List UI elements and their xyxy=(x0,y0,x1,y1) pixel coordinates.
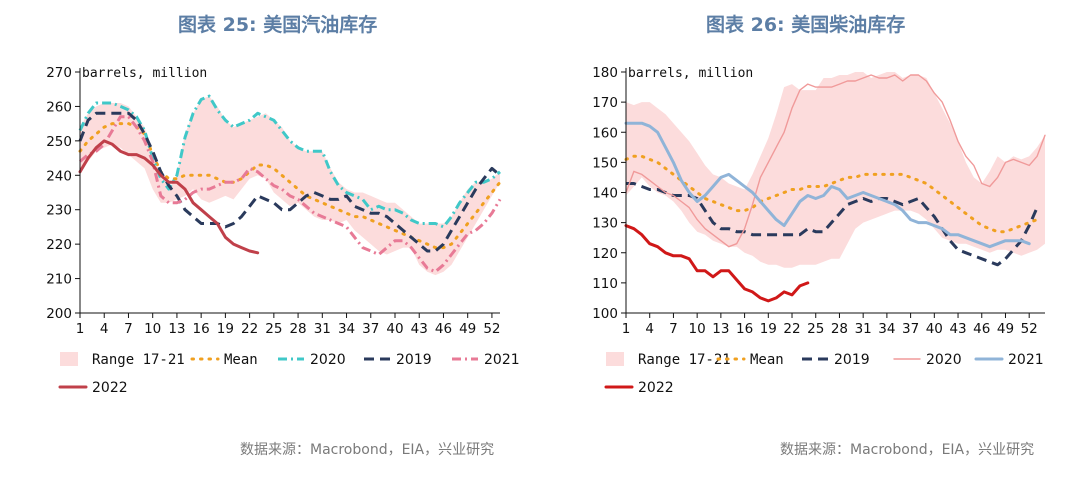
c2-series-2021 xyxy=(624,121,1031,249)
c1-x-tick-label: 40 xyxy=(386,321,403,337)
c2-x-tick-label: 34 xyxy=(878,321,895,337)
c1-x-tick-label: 10 xyxy=(144,321,161,337)
c1-x-tick-label: 37 xyxy=(362,321,379,337)
c2-x-tick-label: 28 xyxy=(831,321,848,337)
c2-legend-item: 2020 xyxy=(893,352,962,368)
c2-legend-item: 2021 xyxy=(974,352,1044,368)
c1-x-tick-label: 25 xyxy=(265,321,282,337)
gasoline-inventory-chart: 200 210 220 230 240 250 260 270 1 4 7 10 13 16 19 22 25 2… xyxy=(46,65,519,396)
c1-series-2022 xyxy=(78,139,260,255)
c1-legend-label: Range 17-21 xyxy=(92,352,185,368)
c2-y-tick-label: 150 xyxy=(592,155,618,171)
c2-x-tick-label: 10 xyxy=(689,321,706,337)
c1-legend-item: 2022 xyxy=(58,380,128,396)
chart-title-left: 图表 25: 美国汽油库存 xyxy=(178,14,378,36)
c1-x-tick-label: 34 xyxy=(338,321,355,337)
c1-series-2021 xyxy=(79,115,502,274)
c1-x-tick-label: 4 xyxy=(100,321,109,337)
source-note-right: 数据来源：Macrobond，EIA，兴业研究 xyxy=(780,442,1035,458)
c2-x-tick-label: 1 xyxy=(622,321,631,337)
c1-legend-swatch-range xyxy=(60,352,78,366)
c1-x-tick-label: 43 xyxy=(411,321,428,337)
c1-y-tick-label: 250 xyxy=(46,134,72,150)
c2-y-tick-label: 130 xyxy=(592,216,618,232)
c2-legend-label: 2019 xyxy=(834,352,870,368)
c2-y-tick-label: 100 xyxy=(592,306,618,322)
c2-legend-item: Mean xyxy=(716,352,784,368)
c2-y-tick-label: 140 xyxy=(592,186,618,202)
c2-legend-label: 2022 xyxy=(638,380,674,396)
c1-legend-label: 2019 xyxy=(396,352,432,368)
c1-x-tick-label: 49 xyxy=(459,321,476,337)
c1-legend-item: 2019 xyxy=(364,352,432,368)
c2-x-tick-label: 31 xyxy=(855,321,872,337)
c1-legend-label: Mean xyxy=(224,352,258,368)
c2-legend-label: 2021 xyxy=(1008,352,1044,368)
c1-y-tick-label: 220 xyxy=(46,237,72,253)
c2-x-tick-label: 49 xyxy=(997,321,1014,337)
c1-y-tick-label: 210 xyxy=(46,272,72,288)
c1-legend-item: 2021 xyxy=(452,352,520,368)
c2-x-tick-label: 4 xyxy=(645,321,654,337)
c2-x-tick-label: 16 xyxy=(736,321,753,337)
c2-legend-item: Range 17-21 xyxy=(606,352,731,368)
c1-y-tick-label: 260 xyxy=(46,99,72,115)
c1-legend-label: 2021 xyxy=(484,352,520,368)
c2-legend-label: 2020 xyxy=(926,352,962,368)
c1-unit-label: barrels, million xyxy=(82,66,207,81)
c1-x-tick-label: 16 xyxy=(193,321,210,337)
c2-x-tick-label: 43 xyxy=(949,321,966,337)
c2-x-tick-label: 7 xyxy=(669,321,678,337)
c2-y-tick-label: 180 xyxy=(592,65,618,81)
c2-legend-item: 2022 xyxy=(604,380,674,396)
c2-x-tick-label: 37 xyxy=(902,321,919,337)
c2-x-tick-label: 52 xyxy=(1021,321,1038,337)
c2-series-2020 xyxy=(625,74,1046,248)
c1-legend-label: 2022 xyxy=(92,380,128,396)
c1-series-2019 xyxy=(78,111,501,253)
c2-x-tick-label: 25 xyxy=(807,321,824,337)
c2-x-tick-label: 19 xyxy=(760,321,777,337)
c1-x-tick-label: 13 xyxy=(168,321,185,337)
c1-y-tick-label: 230 xyxy=(46,203,72,219)
c2-legend-label: Mean xyxy=(750,352,784,368)
c1-legend-label: 2020 xyxy=(310,352,346,368)
c2-x-tick-label: 40 xyxy=(926,321,943,337)
c1-y-tick-label: 240 xyxy=(46,168,72,184)
c2-legend-label: Range 17-21 xyxy=(638,352,731,368)
c2-series-2022 xyxy=(624,224,810,303)
c2-legend-swatch-range xyxy=(606,352,624,366)
c2-x-tick-label: 13 xyxy=(712,321,729,337)
c1-x-tick-label: 28 xyxy=(289,321,306,337)
c1-legend-item: 2020 xyxy=(278,352,346,368)
c1-x-tick-label: 46 xyxy=(435,321,452,337)
c1-series-2020 xyxy=(78,94,501,229)
c2-range-band xyxy=(626,72,1045,268)
c1-x-tick-label: 52 xyxy=(483,321,500,337)
c1-x-tick-label: 19 xyxy=(217,321,234,337)
c1-x-tick-label: 22 xyxy=(241,321,258,337)
c1-y-tick-label: 270 xyxy=(46,65,72,81)
c1-x-tick-label: 7 xyxy=(124,321,133,337)
c1-legend-item: Range 17-21 xyxy=(60,352,185,368)
chart-title-right: 图表 26: 美国柴油库存 xyxy=(706,14,906,36)
c2-x-tick-label: 46 xyxy=(973,321,990,337)
c2-x-tick-label: 22 xyxy=(783,321,800,337)
c1-x-tick-label: 1 xyxy=(76,321,85,337)
source-note-left: 数据来源：Macrobond，EIA，兴业研究 xyxy=(240,442,495,458)
c1-legend-item: Mean xyxy=(190,352,258,368)
c1-y-tick-label: 200 xyxy=(46,306,72,322)
c2-legend-item: 2019 xyxy=(802,352,870,368)
diesel-inventory-chart: 100 110 120 130 140 150 160 170 180 1 4 7 10 13 16 19 22… xyxy=(592,65,1046,396)
c2-unit-label: barrels, million xyxy=(628,66,753,81)
c2-y-tick-label: 110 xyxy=(592,276,618,292)
c1-x-tick-label: 31 xyxy=(314,321,331,337)
c2-y-tick-label: 120 xyxy=(592,246,618,262)
c2-y-tick-label: 160 xyxy=(592,125,618,141)
c1-series-Mean xyxy=(78,122,502,250)
c2-y-tick-label: 170 xyxy=(592,95,618,111)
